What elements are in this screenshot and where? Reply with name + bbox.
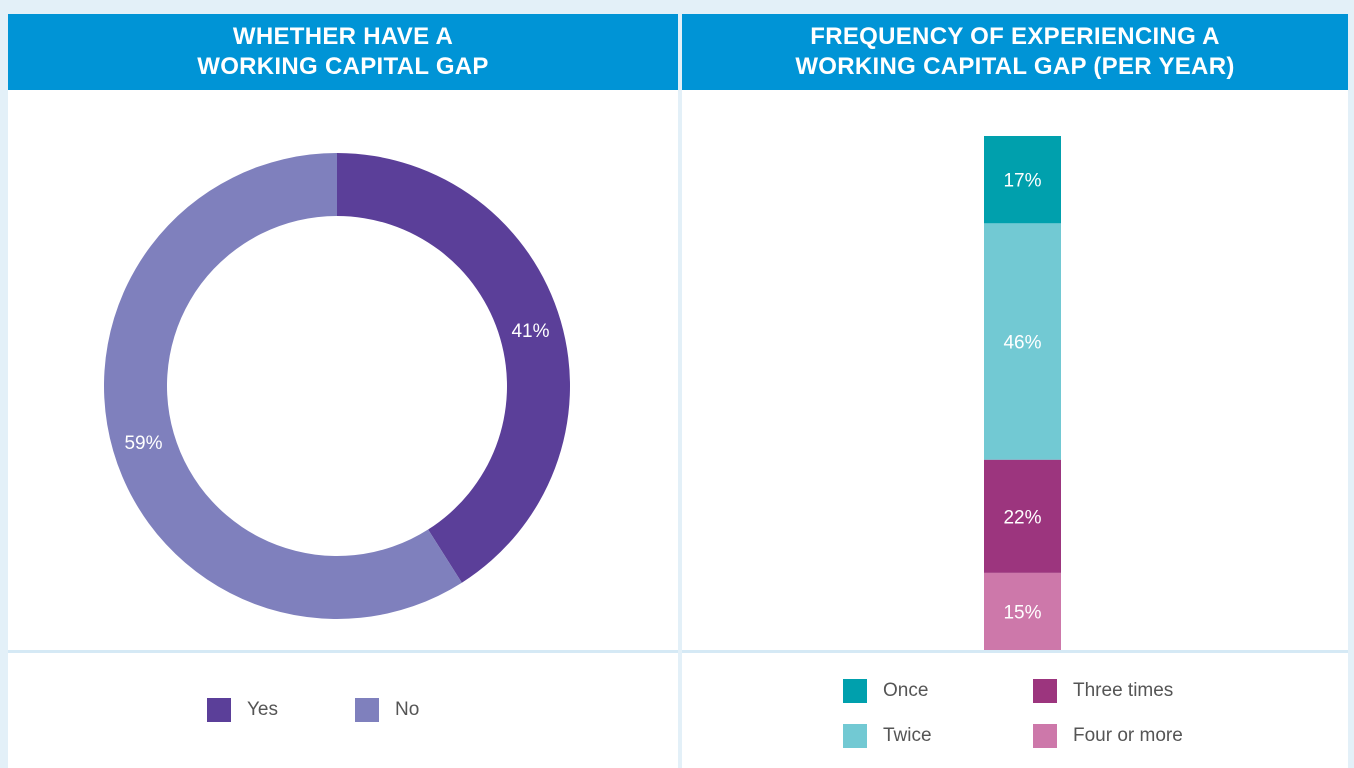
legend-swatch-yes (207, 698, 231, 722)
legend-label-once: Once (883, 680, 929, 701)
legend-item-no: No (355, 698, 419, 722)
donut-label-no: 59% (124, 433, 162, 454)
bar-segment-three-times (984, 459, 1061, 573)
bar-chart-title: FREQUENCY OF EXPERIENCING A WORKING CAPI… (682, 14, 1348, 90)
legend-swatch-three-times (1033, 679, 1057, 703)
gap-donut-panel: WHETHER HAVE A WORKING CAPITAL GAP 41% 59… (8, 14, 678, 768)
legend-item-twice: Twice (843, 724, 932, 748)
legend-item-once: Once (843, 679, 928, 703)
panel-divider (8, 650, 678, 653)
legend-swatch-four-or-more (1033, 724, 1057, 748)
legend-label-no: No (395, 699, 420, 720)
frequency-bar-panel: FREQUENCY OF EXPERIENCING A WORKING CAPI… (682, 14, 1348, 768)
bar-label-three-times: 22% (1003, 507, 1041, 528)
panel-divider (682, 650, 1348, 653)
donut-chart-title: WHETHER HAVE A WORKING CAPITAL GAP (8, 14, 678, 90)
legend-swatch-once (843, 679, 867, 703)
legend-swatch-twice (843, 724, 867, 748)
donut-title-line-2: WORKING CAPITAL GAP (197, 53, 489, 80)
bar-label-once: 17% (1003, 171, 1041, 192)
legend-item-four-or-more: Four or more (1033, 724, 1183, 748)
legend-label-yes: Yes (247, 699, 278, 720)
donut-title-line-1: WHETHER HAVE A (232, 23, 454, 50)
bar-segment-twice (984, 223, 1061, 460)
bar-segment-once (984, 136, 1061, 224)
legend-swatch-no (355, 698, 379, 722)
donut-chart: 41% 59% (104, 153, 570, 619)
donut-slice-yes (337, 153, 570, 583)
stacked-bar-chart: 17% 46% 22% 15% (984, 136, 1061, 650)
legend-label-three-times: Three times (1073, 680, 1174, 701)
legend-item-three-times: Three times (1033, 679, 1173, 703)
bar-label-twice: 46% (1003, 333, 1041, 354)
bar-label-four-or-more: 15% (1003, 602, 1041, 623)
bar-title-line-1: FREQUENCY OF EXPERIENCING A (810, 23, 1220, 50)
donut-label-yes: 41% (511, 321, 549, 342)
legend-item-yes: Yes (207, 698, 278, 722)
legend-label-four-or-more: Four or more (1073, 725, 1183, 746)
bar-title-line-2: WORKING CAPITAL GAP (PER YEAR) (795, 53, 1235, 80)
bar-segment-four-or-more (984, 572, 1061, 650)
donut-slice-no (104, 153, 462, 619)
legend-label-twice: Twice (883, 725, 932, 746)
